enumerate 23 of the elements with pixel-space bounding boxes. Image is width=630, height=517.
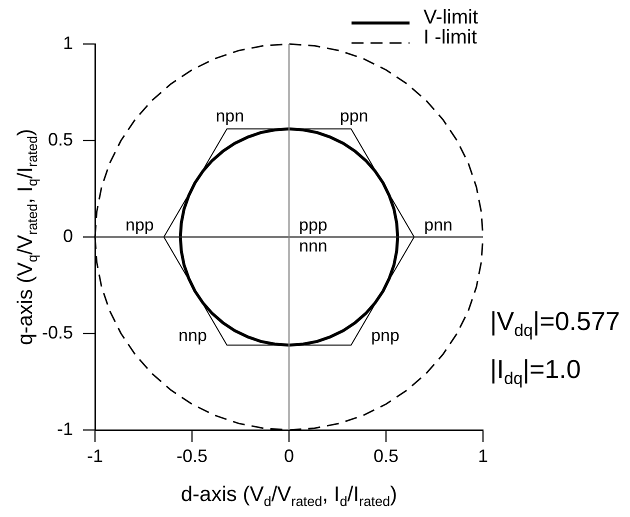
- x-tick-label: -1: [86, 446, 104, 466]
- annotation: nnn: [298, 236, 328, 256]
- text: d-axis (V$_{d}$/V$_{rated}$, I$_{d}$/I$_{rated}$): [180, 483, 398, 510]
- y-tick-label: 1: [62, 32, 73, 53]
- x-tick-label: 0.5: [373, 446, 399, 466]
- text: |V$_{dq}$|=0.577: [490, 305, 620, 340]
- text: |I$_{dq}$|=1.0: [490, 353, 582, 388]
- legend-label: I -limit: [424, 26, 478, 49]
- annotation: ppp: [298, 216, 328, 235]
- x-tick-label: -0.5: [176, 446, 208, 466]
- y-tick-label: 0.5: [48, 129, 73, 150]
- x-tick-label: 0: [284, 446, 294, 466]
- annotation: pnn: [424, 216, 452, 235]
- legend-label: V-limit: [424, 6, 478, 29]
- annotation: npp: [126, 216, 154, 235]
- x-tick-label: 1: [478, 446, 488, 466]
- annotation: nnp: [178, 326, 207, 345]
- y-tick-label: 0: [62, 226, 73, 246]
- annotation: pnp: [371, 326, 400, 345]
- annotation: ppn: [340, 106, 368, 126]
- annotation: npn: [216, 106, 244, 126]
- y-tick-label: -0.5: [42, 322, 73, 342]
- y-tick-label: -1: [56, 418, 73, 439]
